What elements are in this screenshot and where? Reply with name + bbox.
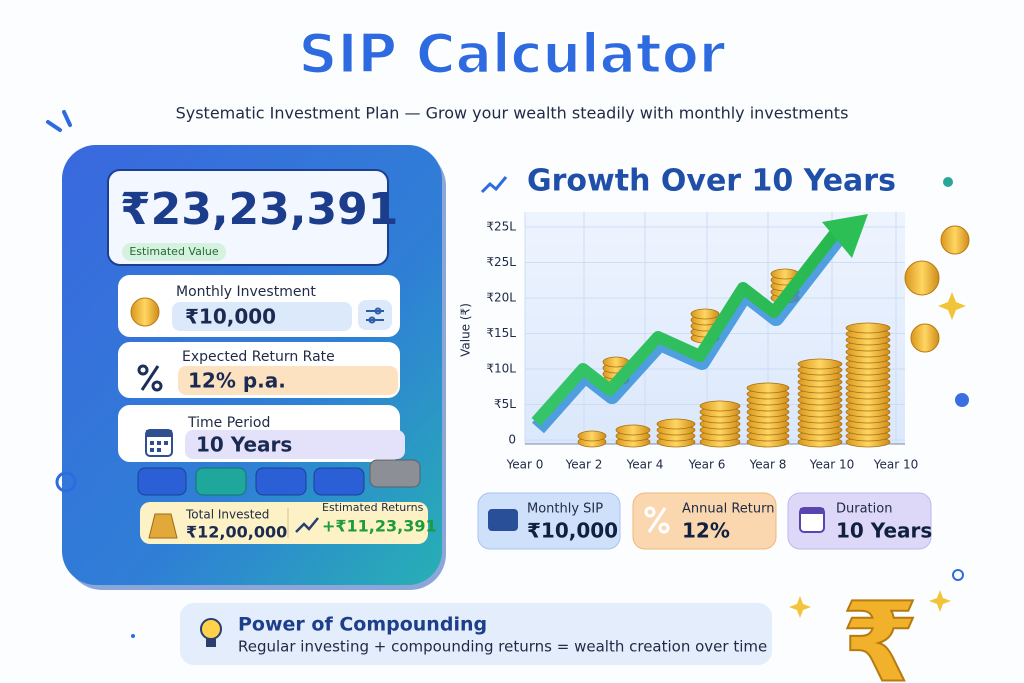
footer-banner xyxy=(180,603,772,665)
percent-icon xyxy=(137,364,163,392)
arrow-head xyxy=(822,214,868,258)
coin xyxy=(615,424,651,436)
input-label: Expected Return Rate xyxy=(182,349,335,365)
summary-panel xyxy=(140,502,428,544)
y-axis-title: Value (₹) xyxy=(459,303,473,357)
y-axis-label: ₹10L xyxy=(486,362,516,376)
input-value: 12% p.a. xyxy=(188,369,286,393)
y-axis-label: ₹15L xyxy=(486,326,516,340)
percent-icon xyxy=(644,506,670,534)
card-label: Duration xyxy=(836,502,892,517)
input-box xyxy=(172,302,352,331)
coin xyxy=(656,418,696,430)
card xyxy=(632,492,777,550)
coin-icon xyxy=(130,297,160,327)
x-axis-label: Year 2 xyxy=(565,458,603,472)
summary-value: ₹12,00,000 xyxy=(186,523,287,542)
x-axis-label: Year 8 xyxy=(749,458,787,472)
calendar-icon xyxy=(799,507,825,533)
coin xyxy=(690,308,720,320)
input-value: 10 Years xyxy=(196,433,292,457)
slider-icon xyxy=(358,300,392,330)
card xyxy=(477,492,621,550)
estimated-value-label: Estimated Value xyxy=(129,245,219,258)
x-axis-label: Year 6 xyxy=(688,458,726,472)
card-label: Annual Return xyxy=(682,502,774,517)
rupee-decoration: ₹ xyxy=(841,577,920,683)
input-box xyxy=(178,366,398,395)
footer-title: Power of Compounding xyxy=(238,614,487,636)
keypad xyxy=(137,459,421,496)
y-axis-label: ₹20L xyxy=(486,291,516,305)
card-value: 12% xyxy=(682,519,730,543)
input-label: Monthly Investment xyxy=(176,284,316,300)
subtitle: Systematic Investment Plan — Grow your w… xyxy=(176,104,849,123)
wallet-icon xyxy=(488,509,518,531)
card-value: ₹10,000 xyxy=(527,519,618,543)
coin xyxy=(797,358,843,370)
display xyxy=(107,169,389,266)
bulb-icon xyxy=(200,618,222,640)
sparkle-marks xyxy=(46,110,72,132)
y-axis-label: ₹25L xyxy=(486,255,516,269)
x-axis-label: Year 10 xyxy=(809,458,855,472)
y-axis-label: ₹25L xyxy=(486,220,516,234)
badge xyxy=(122,243,226,261)
svg-text:₹: ₹ xyxy=(842,578,919,683)
x-axis-label: Year 10 xyxy=(873,458,919,472)
sparkles xyxy=(789,292,966,618)
x-axis-label: Year 4 xyxy=(626,458,664,472)
title: SIP Calculator xyxy=(299,23,726,86)
input-value: ₹10,000 xyxy=(185,305,276,329)
coin-stacks xyxy=(577,268,891,448)
estimated-value: ₹23,23,391 xyxy=(120,184,398,235)
x-axis-label: Year 0 xyxy=(506,458,544,472)
chart-icon xyxy=(480,176,508,194)
input-label: Time Period xyxy=(187,415,270,431)
money-bag-icon xyxy=(148,513,178,539)
calendar-icon xyxy=(145,429,173,457)
chart-title: Growth Over 10 Years xyxy=(527,164,896,199)
coin xyxy=(746,382,790,394)
summary-label: Estimated Returns xyxy=(322,501,424,514)
card-value: 10 Years xyxy=(836,519,932,543)
growth-arrow xyxy=(531,228,841,426)
y-axis-label: ₹5L xyxy=(494,397,516,411)
coin xyxy=(577,430,607,442)
input-box xyxy=(185,430,405,459)
summary-value: +₹11,23,391 xyxy=(322,517,437,536)
coin xyxy=(699,400,741,412)
summary-label: Total Invested xyxy=(185,508,269,522)
card xyxy=(787,492,932,550)
trend-icon xyxy=(295,517,319,533)
y-axis-label: 0 xyxy=(508,433,516,447)
footer-text: Regular investing + compounding returns … xyxy=(238,638,767,656)
coin xyxy=(845,322,891,334)
card-label: Monthly SIP xyxy=(527,502,603,517)
